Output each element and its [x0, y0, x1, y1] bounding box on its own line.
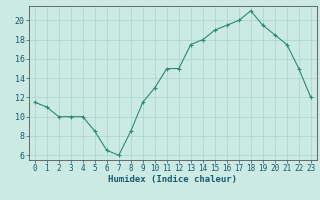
X-axis label: Humidex (Indice chaleur): Humidex (Indice chaleur)	[108, 175, 237, 184]
